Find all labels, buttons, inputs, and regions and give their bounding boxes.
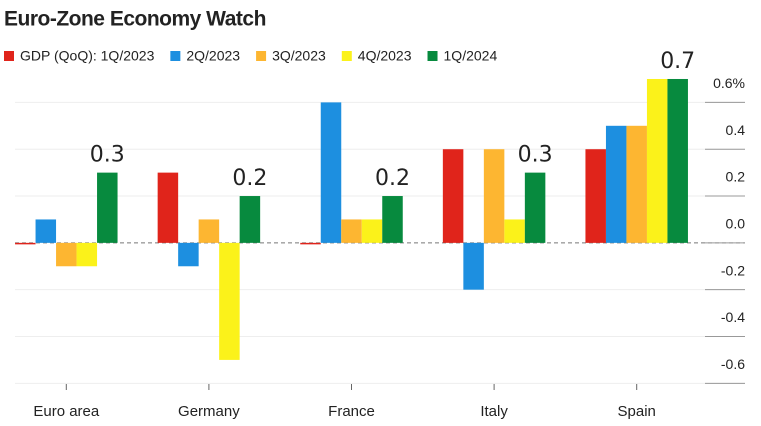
- bar: [239, 196, 261, 243]
- x-tick-label: Germany: [178, 403, 240, 420]
- bar: [320, 102, 342, 243]
- bar: [504, 219, 525, 243]
- chart-title: Euro-Zone Economy Watch: [4, 8, 266, 31]
- data-label: 0.2: [232, 166, 267, 191]
- x-tick-label: Italy: [480, 403, 508, 420]
- bar: [35, 219, 57, 243]
- legend-swatch: [427, 51, 438, 61]
- bar: [483, 149, 505, 243]
- bar: [361, 219, 383, 243]
- legend-swatch: [341, 51, 352, 61]
- bar: [341, 219, 362, 243]
- bar: [667, 78, 688, 243]
- legend-label: 3Q/2023: [272, 48, 326, 64]
- bar: [463, 242, 484, 290]
- bar: [524, 172, 546, 243]
- bar: [646, 78, 668, 243]
- legend-swatch: [170, 51, 181, 61]
- legend-swatch: [256, 51, 267, 61]
- bar: [585, 149, 606, 243]
- bar: [56, 242, 77, 267]
- bar: [300, 242, 321, 245]
- x-tick-label: France: [328, 403, 375, 420]
- x-tick-label: Spain: [618, 403, 656, 420]
- legend-label: 2Q/2023: [186, 48, 240, 64]
- bar: [76, 242, 98, 267]
- legend-label: GDP (QoQ): 1Q/2023: [20, 48, 155, 64]
- data-label: 0.3: [90, 143, 125, 168]
- bar: [626, 125, 647, 243]
- y-tick-label: -0.4: [721, 309, 745, 325]
- bar: [382, 196, 403, 243]
- legend-label: 4Q/2023: [358, 48, 412, 64]
- bar: [15, 242, 36, 245]
- bar: [442, 149, 464, 243]
- legend-label: 1Q/2024: [444, 48, 498, 64]
- y-tick-label: 0.6%: [713, 75, 745, 91]
- bar: [97, 172, 118, 243]
- legend-swatch: [4, 51, 14, 61]
- y-tick-label: 0.4: [726, 122, 746, 138]
- bar: [157, 172, 179, 243]
- bar: [198, 219, 220, 243]
- y-tick-label: -0.2: [721, 262, 745, 278]
- data-label: 0.2: [375, 166, 410, 191]
- y-tick-label: 0.0: [726, 216, 746, 232]
- data-label: 0.3: [518, 143, 553, 168]
- bar: [178, 242, 199, 267]
- bar: [219, 242, 240, 360]
- bar: [605, 125, 627, 243]
- y-tick-label: 0.2: [726, 169, 746, 185]
- data-label: 0.7: [660, 49, 695, 74]
- x-tick-label: Euro area: [33, 403, 100, 420]
- y-tick-label: -0.6: [721, 356, 745, 372]
